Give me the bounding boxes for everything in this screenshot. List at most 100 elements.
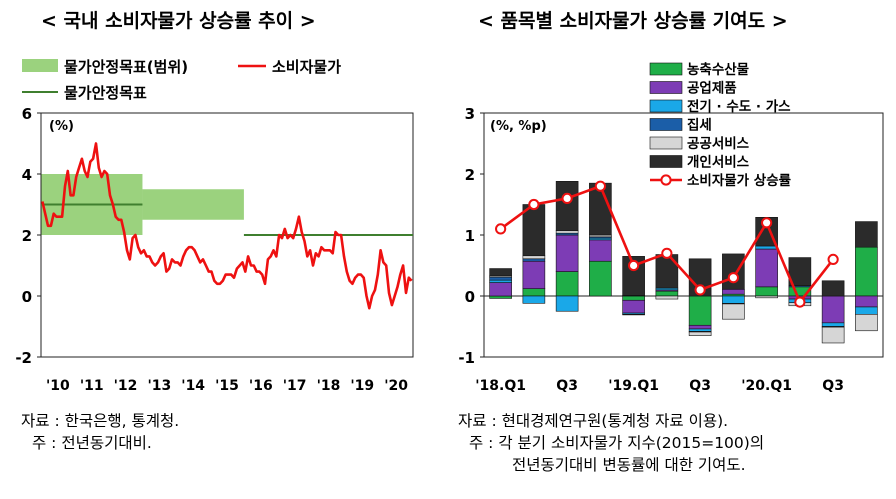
bar-utilities-7	[688, 328, 712, 332]
bar-agri-6	[655, 290, 679, 297]
bar-utilities-11	[821, 322, 845, 327]
bar-agri-9	[755, 286, 778, 297]
right-note-line2: 전년동기대비 변동률에 대한 기여도.	[512, 456, 746, 474]
left-x-tick-label: '15	[215, 378, 239, 394]
left-y-tick-label: -2	[15, 349, 32, 367]
legend-label-public: 공공서비스	[687, 136, 750, 152]
left-y-tick-label: 0	[22, 288, 32, 306]
bar-public-8	[722, 303, 745, 320]
bar-utilities-12	[855, 306, 878, 315]
bar-industrial-3	[555, 234, 579, 272]
legend-label-utilities: 전기 · 수도 · 가스	[687, 98, 791, 115]
left-legend: 물가안정목표(범위) 소비자물가 물가안정목표	[22, 58, 341, 102]
right-y-tick-label: 3	[465, 105, 475, 123]
left-x-tick-label: '11	[80, 378, 104, 394]
legend-band-label: 물가안정목표(범위)	[64, 58, 188, 76]
bar-personal-6	[655, 254, 679, 289]
legend-swatch-housing	[649, 118, 683, 131]
cpi-rate-marker	[727, 272, 739, 284]
right-chart: (%, %p) -1 0 1 2 3 '18.Q1 Q3 '19.Q1 Q3 '20.Q1 Q3 농…	[458, 61, 884, 394]
bar-public-5	[622, 313, 645, 316]
bar-agri-2	[522, 288, 546, 297]
left-chart: 물가안정목표(범위) 소비자물가 물가안정목표 (%) -2 0 2 4 6 '10 '11…	[15, 58, 414, 394]
left-x-tick-label: '17	[283, 378, 307, 394]
bar-industrial-5	[622, 299, 645, 314]
bar-industrial-12	[855, 295, 878, 308]
bar-utilities-2	[522, 295, 546, 304]
left-x-tick-label: '13	[147, 378, 171, 394]
right-y-tick-label: 1	[465, 227, 475, 245]
cpi-rate-marker	[661, 247, 673, 259]
cpi-rate-marker	[794, 296, 806, 308]
legend-swatch-public	[649, 136, 683, 150]
legend-label-industrial: 공업제품	[687, 81, 737, 97]
right-unit-label: (%, %p)	[490, 119, 547, 134]
legend-swatch-personal	[649, 155, 683, 168]
cpi-rate-marker	[761, 217, 773, 229]
bar-utilities-8	[722, 295, 745, 304]
right-source: 자료 : 현대경제연구원(통계청 자료 이용).	[458, 412, 729, 430]
bar-public-9	[755, 295, 778, 299]
left-y-tick-label: 2	[22, 227, 32, 245]
legend-marker-cpi-rate	[660, 174, 672, 186]
bar-public-6	[655, 295, 679, 300]
bar-industrial-2	[522, 260, 546, 289]
bar-personal-10	[788, 257, 812, 286]
bar-personal-1	[489, 268, 512, 277]
bar-industrial-11	[821, 295, 845, 324]
left-y-tick-label: 4	[22, 166, 32, 184]
legend-cpi-label: 소비자물가	[272, 58, 341, 76]
right-x-tick-label: Q3	[822, 378, 844, 394]
left-unit-label: (%)	[49, 119, 74, 134]
legend-label-personal: 개인서비스	[687, 154, 750, 171]
legend-swatch-utilities	[649, 99, 683, 113]
left-x-tick-label: '10	[46, 378, 70, 394]
right-y-tick-label: -1	[458, 349, 475, 367]
bar-personal-2	[522, 204, 546, 257]
cpi-rate-marker	[495, 223, 507, 235]
bar-utilities-9	[755, 245, 778, 250]
left-x-tick-label: '20	[384, 378, 408, 394]
left-x-tick-label: '16	[249, 378, 273, 394]
left-x-tick-label: '19	[350, 378, 374, 394]
cpi-rate-marker	[827, 253, 839, 265]
bar-personal-8	[722, 253, 745, 290]
legend-swatch-industrial	[649, 81, 683, 94]
bar-housing-1	[489, 276, 512, 281]
bar-public-2	[522, 255, 546, 260]
legend-label-agri: 농축수산물	[687, 61, 749, 78]
bar-agri-12	[855, 246, 878, 297]
right-y-tick-label: 2	[465, 166, 475, 184]
bar-industrial-7	[688, 324, 712, 330]
bar-industrial-4	[589, 239, 612, 262]
cpi-rate-marker	[694, 284, 706, 296]
right-chart-title: < 품목별 소비자물가 상승률 기여도 >	[478, 10, 788, 32]
left-x-tick-label: '18	[317, 378, 341, 394]
bar-public-11	[821, 326, 845, 344]
target-band-2	[142, 189, 244, 220]
legend-band-swatch	[22, 59, 58, 72]
bar-housing-2	[522, 258, 546, 262]
bar-agri-1	[489, 295, 512, 299]
bar-public-12	[855, 313, 878, 332]
left-x-tick-label: '14	[181, 378, 205, 394]
legend-label-cpi-rate: 소비자물가 상승률	[687, 172, 792, 189]
cpi-rate-marker	[528, 198, 540, 211]
right-x-tick-label: '19.Q1	[608, 378, 659, 394]
bar-utilities-1	[489, 279, 512, 283]
right-note-line1: 주 : 각 분기 소비자물가 지수(2015=100)의	[469, 434, 765, 452]
bar-personal-12	[855, 221, 878, 248]
right-x-tick-label: '20.Q1	[741, 378, 792, 394]
cpi-rate-marker	[561, 192, 573, 204]
legend-swatch-agri	[649, 62, 683, 76]
legend-target-label: 물가안정목표	[64, 84, 147, 102]
left-chart-title: < 국내 소비자물가 상승률 추이 >	[41, 10, 316, 32]
bar-industrial-9	[755, 248, 778, 288]
bar-public-3	[555, 230, 579, 234]
cpi-rate-marker	[628, 259, 640, 272]
left-x-tick-label: '12	[114, 378, 138, 394]
bar-public-7	[688, 331, 712, 336]
left-y-tick-label: 6	[22, 105, 32, 123]
left-note: 주 : 전년동기대비.	[32, 434, 152, 452]
